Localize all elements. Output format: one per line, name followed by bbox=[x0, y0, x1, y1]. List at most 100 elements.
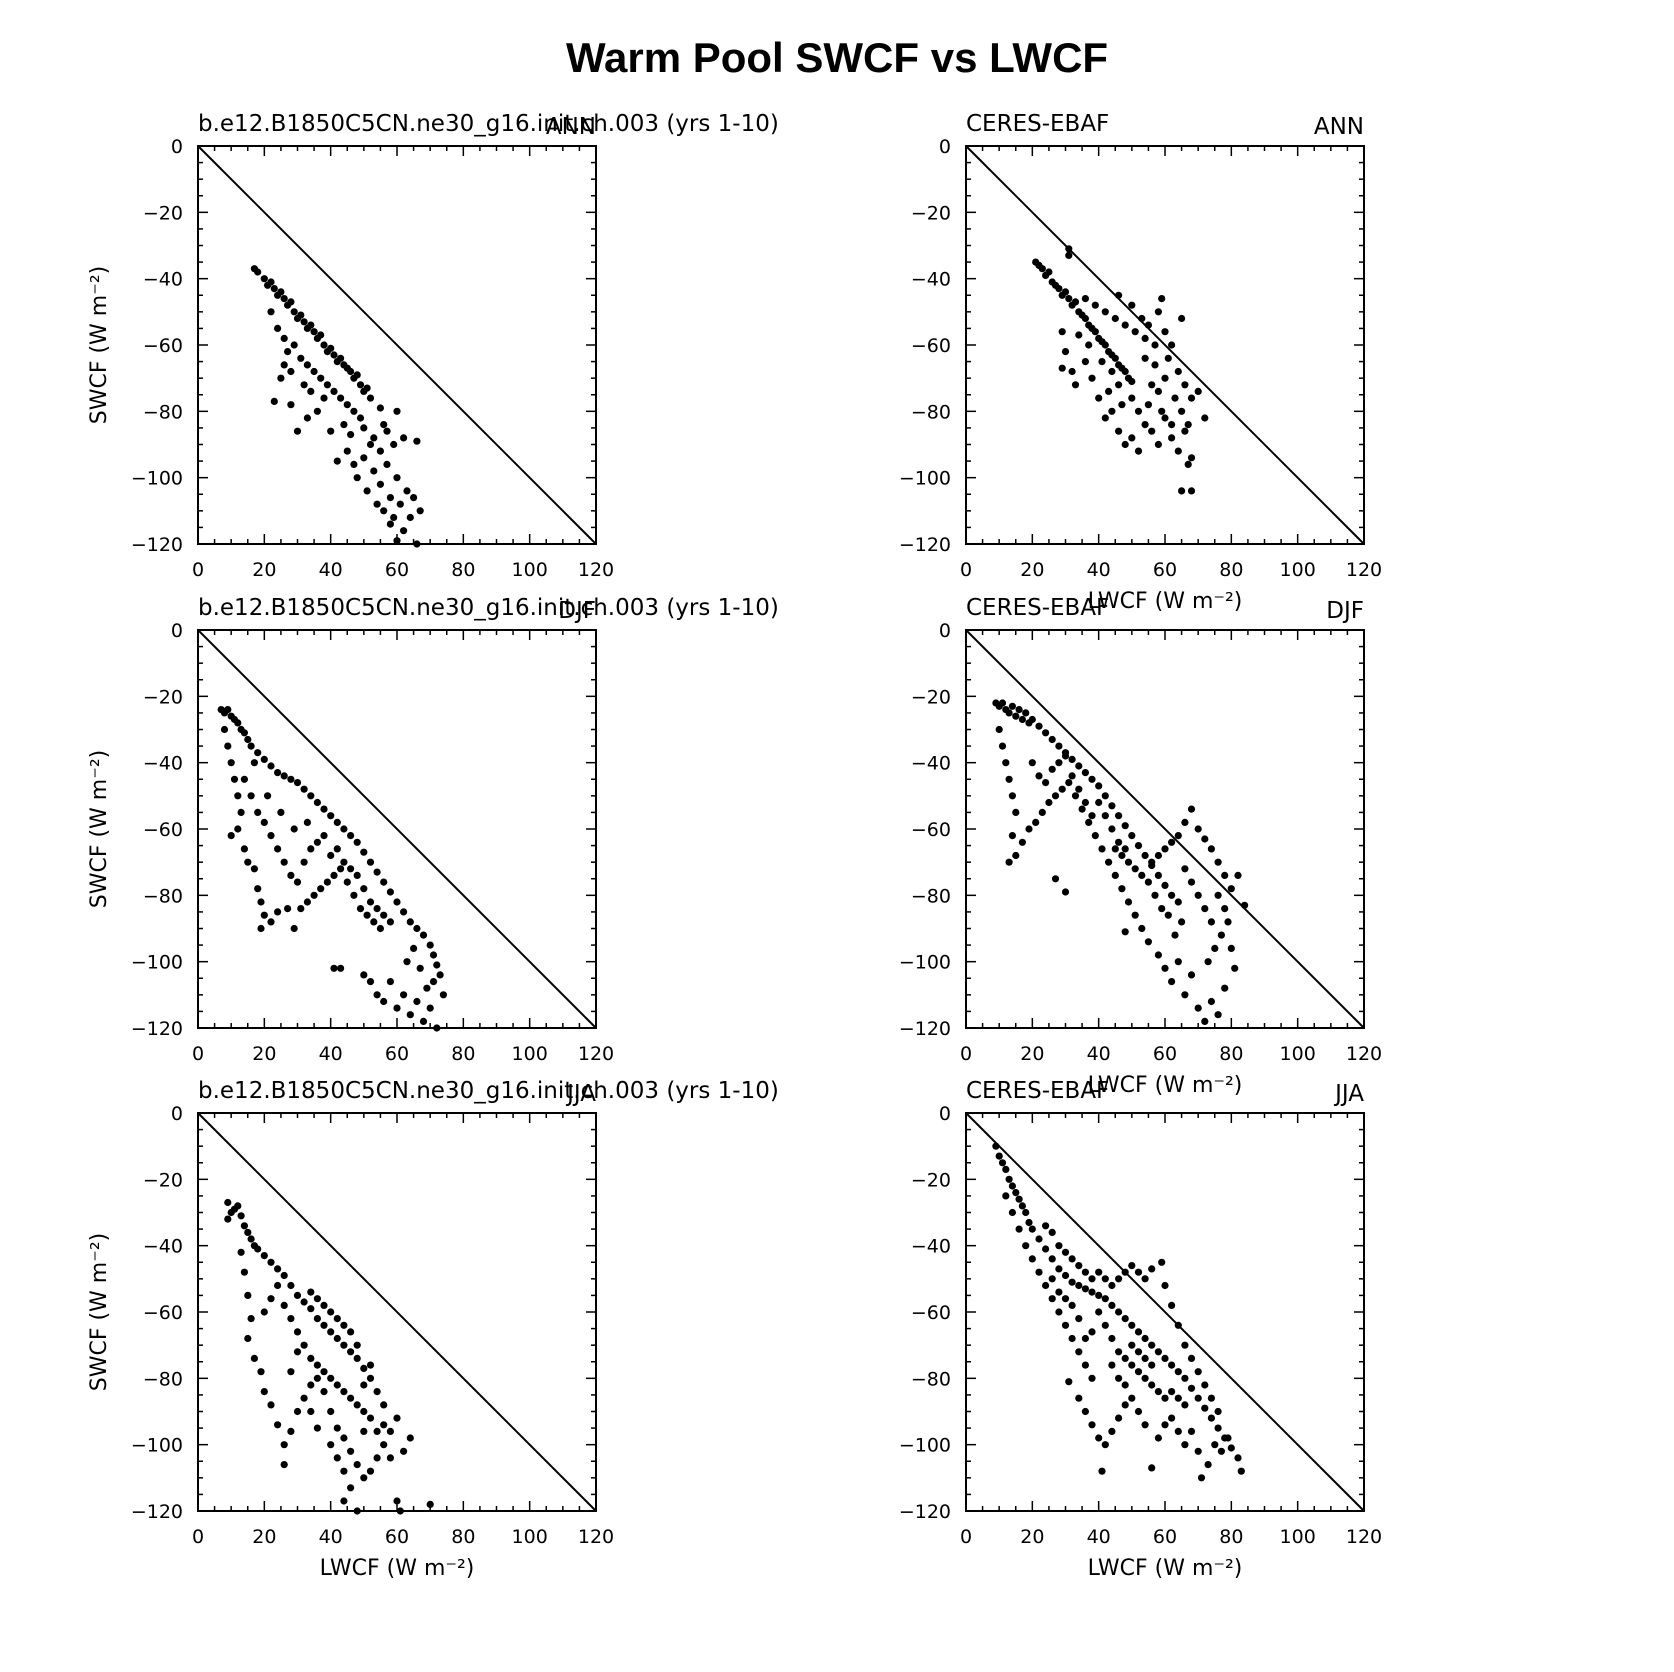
scatter-point bbox=[380, 1421, 388, 1429]
scatter-point bbox=[1075, 762, 1083, 770]
scatter-point bbox=[1108, 825, 1116, 833]
x-tick-label: 60 bbox=[385, 1043, 409, 1065]
scatter-point bbox=[1154, 851, 1162, 860]
scatter-point bbox=[313, 407, 321, 415]
scatter-point bbox=[995, 725, 1003, 734]
scatter-point bbox=[1194, 1368, 1202, 1376]
y-tick-label: −20 bbox=[911, 686, 951, 708]
scatter-point bbox=[333, 1381, 341, 1389]
scatter-point bbox=[1081, 798, 1089, 807]
x-tick-label: 60 bbox=[1153, 1043, 1177, 1065]
scatter-point bbox=[1108, 1361, 1116, 1369]
scatter-point bbox=[1118, 851, 1126, 860]
scatter-point bbox=[1061, 1271, 1070, 1280]
scatter-point bbox=[393, 898, 401, 906]
panel-left-label: b.e12.B1850C5CN.ne30_g16.init.ch.003 (yr… bbox=[198, 1078, 779, 1104]
scatter-point bbox=[330, 871, 338, 880]
y-tick-label: −60 bbox=[143, 819, 183, 841]
scatter-points bbox=[250, 265, 424, 548]
scatter-point bbox=[1098, 1467, 1106, 1475]
scatter-point bbox=[373, 500, 381, 508]
scatter-point bbox=[224, 1215, 232, 1223]
panel-right-label: DJF bbox=[558, 598, 596, 624]
scatter-point bbox=[373, 1388, 381, 1396]
scatter-point bbox=[347, 1328, 355, 1336]
scatter-point bbox=[1108, 802, 1116, 810]
scatter-point bbox=[1008, 1182, 1017, 1190]
scatter-point bbox=[1227, 885, 1235, 893]
x-tick-label: 0 bbox=[960, 1043, 972, 1065]
scatter-point bbox=[1217, 1447, 1225, 1455]
scatter-point bbox=[1161, 1394, 1169, 1402]
scatter-point bbox=[1168, 341, 1176, 349]
scatter-point bbox=[1214, 891, 1222, 899]
scatter-point bbox=[1065, 251, 1073, 259]
scatter-point bbox=[380, 878, 388, 886]
scatter-point bbox=[1174, 367, 1182, 376]
scatter-point bbox=[297, 905, 305, 913]
y-tick-label: −120 bbox=[899, 534, 951, 556]
scatter-point bbox=[1121, 321, 1129, 329]
scatter-point bbox=[313, 1315, 321, 1323]
scatter-point bbox=[1201, 1404, 1209, 1412]
scatter-point bbox=[1178, 314, 1186, 323]
scatter-point bbox=[307, 321, 315, 329]
scatter-point bbox=[413, 437, 421, 445]
scatter-point bbox=[257, 1368, 265, 1376]
panels: b.e12.B1850C5CN.ne30_g16.init.ch.003 (yr… bbox=[87, 111, 1382, 1581]
scatter-points bbox=[1032, 245, 1209, 495]
panel-left-label: b.e12.B1850C5CN.ne30_g16.init.ch.003 (yr… bbox=[198, 111, 779, 137]
scatter-point bbox=[1061, 1248, 1070, 1256]
scatter-panel-5: b.e12.B1850C5CN.ne30_g16.init.ch.003 (yr… bbox=[87, 1078, 779, 1581]
x-axis-title: LWCF (W m⁻²) bbox=[1088, 1073, 1243, 1098]
scatter-point bbox=[360, 424, 368, 432]
scatter-point bbox=[343, 401, 351, 409]
scatter-point bbox=[1141, 1354, 1149, 1362]
x-tick-label: 120 bbox=[1346, 559, 1382, 581]
scatter-point bbox=[313, 1295, 321, 1303]
scatter-point bbox=[1081, 769, 1089, 777]
scatter-point bbox=[1161, 881, 1169, 890]
scatter-point bbox=[1158, 905, 1166, 913]
scatter-point bbox=[1227, 1444, 1235, 1452]
y-tick-label: −20 bbox=[143, 202, 183, 224]
scatter-point bbox=[353, 838, 361, 846]
scatter-point bbox=[1134, 407, 1143, 415]
scatter-point bbox=[224, 706, 232, 714]
scatter-point bbox=[360, 454, 368, 462]
scatter-point bbox=[1101, 341, 1109, 349]
scatter-point bbox=[244, 1291, 252, 1299]
scatter-point bbox=[270, 285, 278, 293]
scatter-point bbox=[1108, 407, 1116, 415]
scatter-point bbox=[277, 374, 285, 382]
scatter-point bbox=[274, 1421, 282, 1429]
scatter-point bbox=[1154, 1348, 1162, 1356]
scatter-point bbox=[1194, 1394, 1202, 1402]
scatter-point bbox=[353, 1401, 361, 1409]
scatter-point bbox=[1108, 1281, 1116, 1290]
scatter-point bbox=[1201, 835, 1209, 843]
scatter-point bbox=[1002, 1192, 1010, 1200]
scatter-point bbox=[247, 742, 255, 750]
scatter-point bbox=[227, 759, 235, 767]
scatter-point bbox=[423, 984, 431, 992]
scatter-point bbox=[1085, 341, 1093, 349]
scatter-point bbox=[1211, 944, 1219, 953]
x-tick-label: 60 bbox=[1153, 1526, 1177, 1548]
scatter-point bbox=[1042, 1281, 1050, 1290]
scatter-point bbox=[1101, 1321, 1109, 1329]
x-tick-label: 120 bbox=[1346, 1526, 1382, 1548]
scatter-point bbox=[1128, 434, 1136, 442]
scatter-point bbox=[433, 961, 441, 969]
scatter-point bbox=[1108, 1334, 1116, 1343]
scatter-point bbox=[340, 1467, 348, 1475]
y-tick-label: 0 bbox=[171, 1103, 183, 1125]
y-tick-label: −80 bbox=[143, 1368, 183, 1390]
scatter-point bbox=[1088, 1328, 1096, 1336]
scatter-point bbox=[347, 865, 355, 873]
scatter-point bbox=[347, 431, 355, 439]
scatter-point bbox=[327, 1441, 335, 1449]
scatter-point bbox=[1101, 308, 1109, 316]
scatter-point bbox=[1134, 1268, 1143, 1276]
